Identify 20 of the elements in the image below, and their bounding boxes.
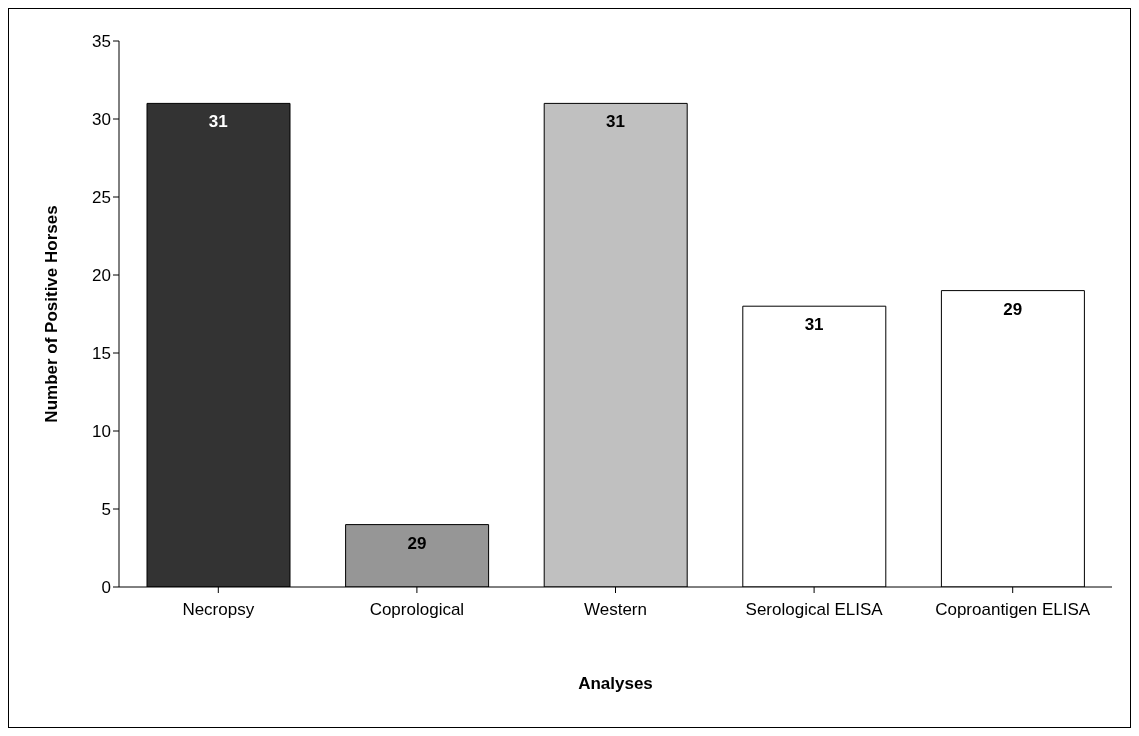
y-tick-label: 5: [101, 500, 111, 520]
annotation: 31: [804, 315, 824, 335]
x-tick-label: Necropsy: [182, 600, 255, 620]
annotation: 29: [407, 533, 427, 553]
annotation: 31: [606, 112, 625, 132]
y-axis-title: Number of Positive Horses: [42, 205, 62, 423]
x-tick-label: Coprological: [369, 600, 465, 620]
annotation: 29: [1003, 299, 1023, 319]
y-tick-label: 10: [92, 422, 111, 442]
x-tick-label: Western: [584, 600, 647, 620]
y-tick-label: 20: [92, 266, 111, 286]
y-tick-label: 30: [92, 110, 111, 130]
x-axis-title: Analyses: [578, 674, 653, 693]
y-tick-label: 25: [92, 188, 111, 208]
x-tick-label: Coproantigen ELISA: [935, 600, 1091, 620]
y-tick-label: 35: [92, 32, 111, 52]
annotation: 31: [208, 112, 228, 132]
x-tick-label: Serological ELISA: [745, 600, 884, 620]
y-tick-label: 0: [101, 578, 111, 598]
y-tick-label: 15: [92, 344, 111, 364]
